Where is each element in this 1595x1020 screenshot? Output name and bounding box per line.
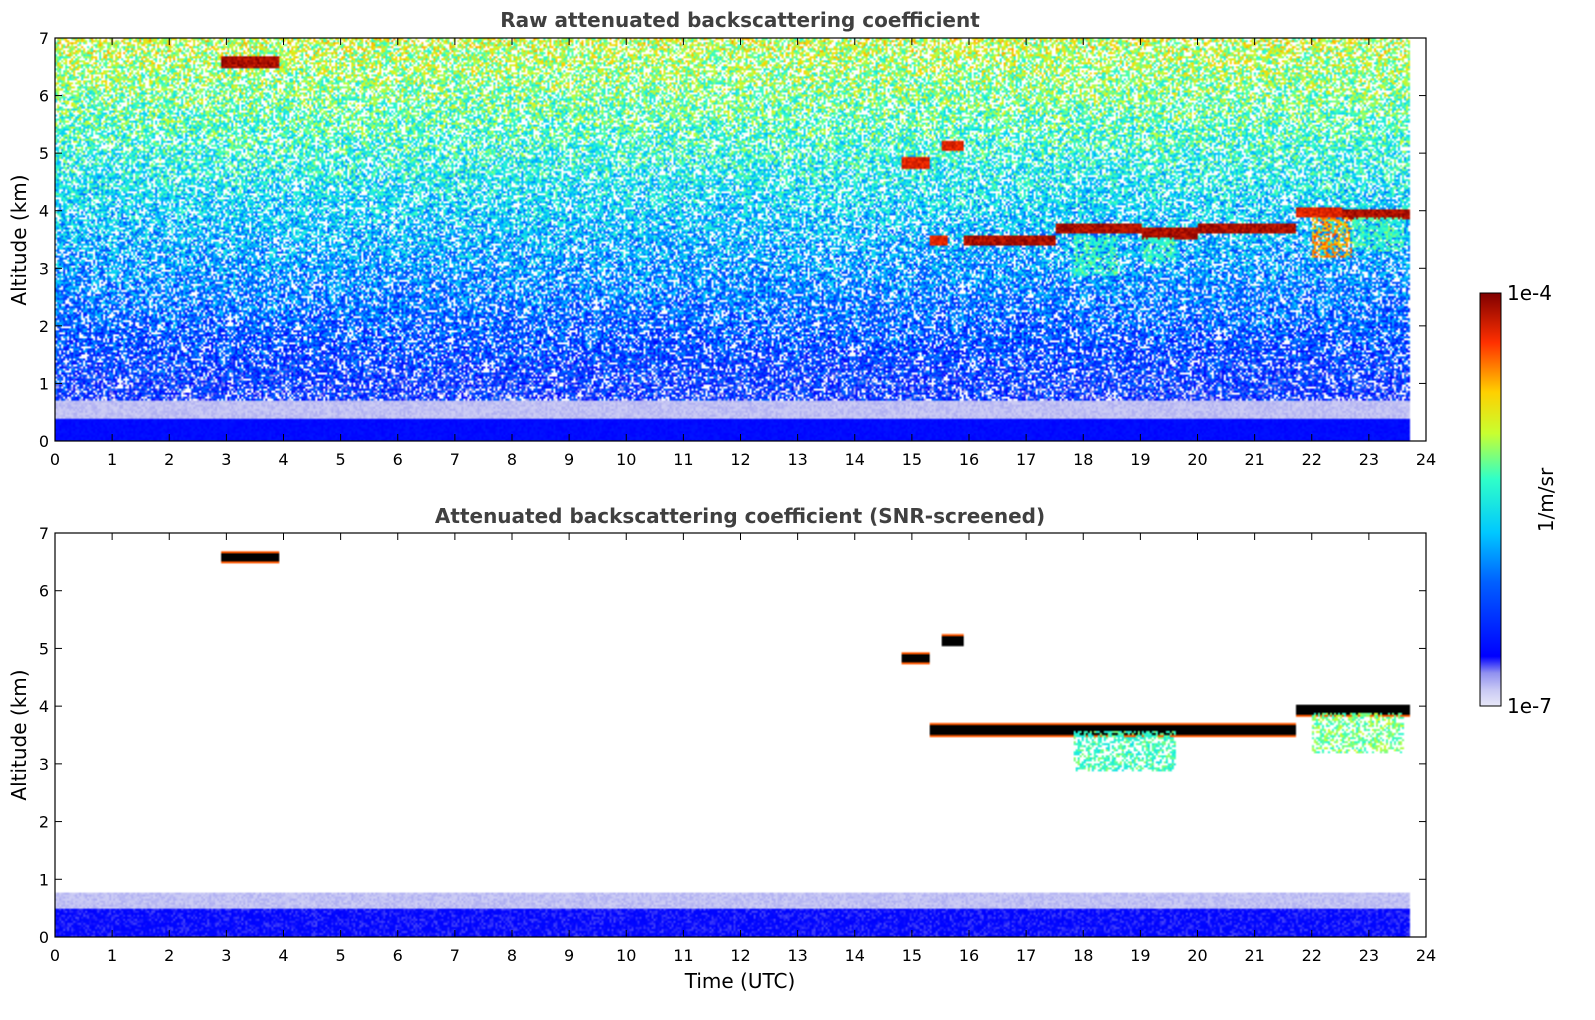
x-tick-label: 23 xyxy=(1359,946,1379,965)
raw-panel: Raw attenuated backscattering coefficien… xyxy=(7,8,1436,469)
y-tick-label: 3 xyxy=(39,259,49,278)
colorbar-min-label: 1e-7 xyxy=(1507,694,1552,718)
x-tick-label: 14 xyxy=(845,450,865,469)
colorbar-unit-label: 1/m/sr xyxy=(1534,467,1558,532)
screened-heatmap xyxy=(55,533,1426,937)
x-tick-label: 24 xyxy=(1416,946,1436,965)
x-tick-label: 4 xyxy=(278,450,288,469)
x-tick-label: 8 xyxy=(507,450,517,469)
y-tick-label: 3 xyxy=(39,755,49,774)
y-tick-label: 0 xyxy=(39,928,49,947)
x-tick-label: 6 xyxy=(393,946,403,965)
x-tick-label: 7 xyxy=(450,946,460,965)
x-tick-label: 13 xyxy=(787,946,807,965)
x-tick-label: 9 xyxy=(564,450,574,469)
x-tick-label: 13 xyxy=(787,450,807,469)
screened-panel: Attenuated backscattering coefficient (S… xyxy=(7,504,1436,993)
x-tick-label: 9 xyxy=(564,946,574,965)
x-tick-label: 4 xyxy=(278,946,288,965)
raw-panel-title: Raw attenuated backscattering coefficien… xyxy=(500,8,980,32)
y-tick-label: 7 xyxy=(39,524,49,543)
y-tick-label: 1 xyxy=(39,374,49,393)
x-tick-label: 10 xyxy=(616,946,636,965)
x-tick-label: 3 xyxy=(221,450,231,469)
y-tick-label: 5 xyxy=(39,144,49,163)
x-tick-label: 23 xyxy=(1359,450,1379,469)
x-tick-label: 7 xyxy=(450,450,460,469)
x-tick-label: 2 xyxy=(164,946,174,965)
screened-y-axis: 0 1 2 3 4 5 6 7 xyxy=(39,524,1426,947)
x-tick-label: 20 xyxy=(1187,450,1207,469)
x-tick-label: 15 xyxy=(902,450,922,469)
y-tick-label: 5 xyxy=(39,639,49,658)
x-tick-label: 11 xyxy=(673,450,693,469)
raw-x-axis: 0 1 2 3 4 5 6 7 8 9 10 11 12 13 14 15 16 17 18 19 20 21 22 23 24 xyxy=(50,38,1436,469)
x-tick-label: 8 xyxy=(507,946,517,965)
x-tick-label: 21 xyxy=(1244,450,1264,469)
y-tick-label: 2 xyxy=(39,317,49,336)
raw-heatmap xyxy=(55,38,1426,441)
x-tick-label: 6 xyxy=(393,450,403,469)
x-tick-label: 24 xyxy=(1416,450,1436,469)
y-tick-label: 2 xyxy=(39,813,49,832)
x-tick-label: 0 xyxy=(50,946,60,965)
x-tick-label: 17 xyxy=(1016,946,1036,965)
screened-y-axis-label: Altitude (km) xyxy=(7,669,31,800)
x-axis-label: Time (UTC) xyxy=(684,969,796,993)
x-tick-label: 0 xyxy=(50,450,60,469)
x-tick-label: 19 xyxy=(1130,450,1150,469)
x-tick-label: 1 xyxy=(107,450,117,469)
x-tick-label: 20 xyxy=(1187,946,1207,965)
y-tick-label: 6 xyxy=(39,87,49,106)
y-tick-label: 6 xyxy=(39,582,49,601)
x-tick-label: 18 xyxy=(1073,946,1093,965)
x-tick-label: 5 xyxy=(336,450,346,469)
raw-y-axis-label: Altitude (km) xyxy=(7,174,31,305)
y-tick-label: 7 xyxy=(39,29,49,48)
raw-y-axis: 0 1 2 3 4 5 6 7 xyxy=(39,29,1426,451)
x-tick-label: 10 xyxy=(616,450,636,469)
y-tick-label: 4 xyxy=(39,697,49,716)
x-tick-label: 17 xyxy=(1016,450,1036,469)
x-tick-label: 22 xyxy=(1302,450,1322,469)
x-tick-label: 18 xyxy=(1073,450,1093,469)
x-tick-label: 2 xyxy=(164,450,174,469)
y-tick-label: 0 xyxy=(39,432,49,451)
x-tick-label: 19 xyxy=(1130,946,1150,965)
x-tick-label: 14 xyxy=(845,946,865,965)
colorbar-gradient xyxy=(1479,292,1502,707)
x-tick-label: 12 xyxy=(730,946,750,965)
x-tick-label: 11 xyxy=(673,946,693,965)
x-tick-label: 3 xyxy=(221,946,231,965)
x-tick-label: 5 xyxy=(336,946,346,965)
x-tick-label: 22 xyxy=(1302,946,1322,965)
x-tick-label: 21 xyxy=(1244,946,1264,965)
x-tick-label: 1 xyxy=(107,946,117,965)
x-tick-label: 16 xyxy=(959,450,979,469)
x-tick-label: 16 xyxy=(959,946,979,965)
y-tick-label: 4 xyxy=(39,202,49,221)
colorbar: 1e-4 1e-7 1/m/sr xyxy=(1479,281,1558,718)
x-tick-label: 15 xyxy=(902,946,922,965)
screened-panel-title: Attenuated backscattering coefficient (S… xyxy=(435,504,1045,528)
y-tick-label: 1 xyxy=(39,870,49,889)
x-tick-label: 12 xyxy=(730,450,750,469)
screened-x-axis: 0 1 2 3 4 5 6 7 8 9 10 11 12 13 14 15 16 17 18 19 20 21 22 23 24 xyxy=(50,533,1436,965)
colorbar-max-label: 1e-4 xyxy=(1507,281,1552,305)
